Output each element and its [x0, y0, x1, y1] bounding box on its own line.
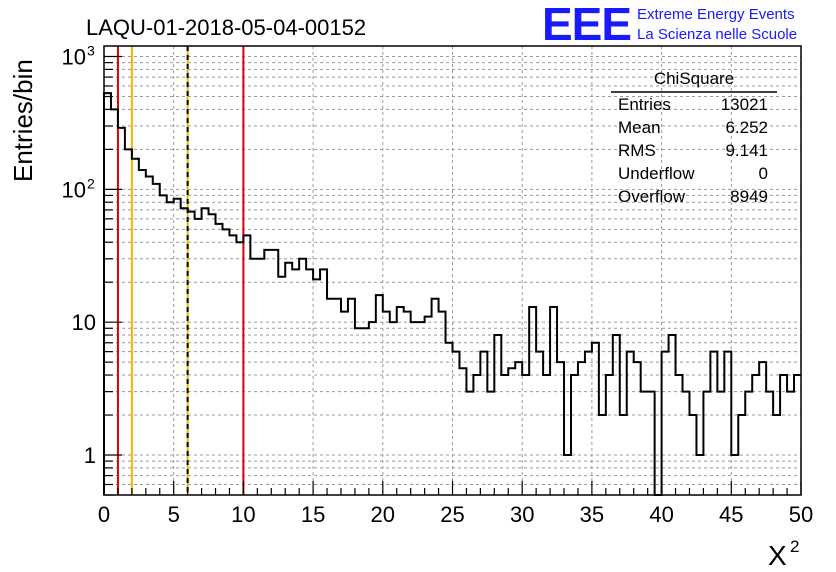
y-tick-label: 10 — [62, 177, 86, 202]
logo-line-1: Extreme Energy Events — [637, 6, 795, 23]
y-axis-label: Entries/bin — [8, 59, 38, 182]
x-tick-label: 40 — [649, 502, 673, 527]
x-axis: 0 5 10 15 20 25 30 35 40 45 50 — [98, 481, 813, 527]
y-tick-label: 10 — [62, 45, 86, 70]
grid-lines — [104, 46, 801, 495]
eee-logo: EEE — [542, 0, 631, 50]
x-tick-label: 30 — [510, 502, 534, 527]
x-tick-label: 25 — [440, 502, 464, 527]
stats-label: Overflow — [618, 187, 686, 206]
stats-value: 8949 — [730, 187, 768, 206]
x-tick-label: 20 — [371, 502, 395, 527]
x-tick-label: 10 — [231, 502, 255, 527]
stats-value: 6.252 — [725, 118, 768, 137]
histogram-series — [103, 92, 801, 496]
stats-label: Mean — [618, 118, 661, 137]
y-tick-exponent: 2 — [87, 175, 95, 191]
x-axis-label: X — [768, 540, 787, 571]
x-tick-label: 15 — [301, 502, 325, 527]
stats-label: RMS — [618, 141, 656, 160]
x-tick-label: 5 — [168, 502, 180, 527]
stats-label: Entries — [618, 95, 671, 114]
run-title: LAQU-01-2018-05-04-00152 — [86, 15, 366, 40]
x-axis-label-superscript: 2 — [790, 537, 799, 556]
threshold-lines — [116, 46, 245, 495]
y-tick-label: 10 — [72, 310, 96, 335]
y-tick-label: 1 — [84, 443, 96, 468]
y-tick-exponent: 3 — [87, 43, 95, 59]
x-tick-label: 50 — [789, 502, 813, 527]
x-tick-label: 35 — [580, 502, 604, 527]
stats-value: 13021 — [721, 95, 768, 114]
stats-value: 0 — [759, 164, 768, 183]
x-tick-label: 0 — [98, 502, 110, 527]
logo-line-2: La Scienza nelle Scuole — [637, 26, 797, 43]
stats-label: Underflow — [618, 164, 695, 183]
x-tick-label: 45 — [719, 502, 743, 527]
stats-box: ChiSquare Entries 13021 Mean 6.252 RMS 9.141 U… — [611, 69, 777, 206]
stats-title: ChiSquare — [654, 69, 734, 88]
stats-value: 9.141 — [725, 141, 768, 160]
